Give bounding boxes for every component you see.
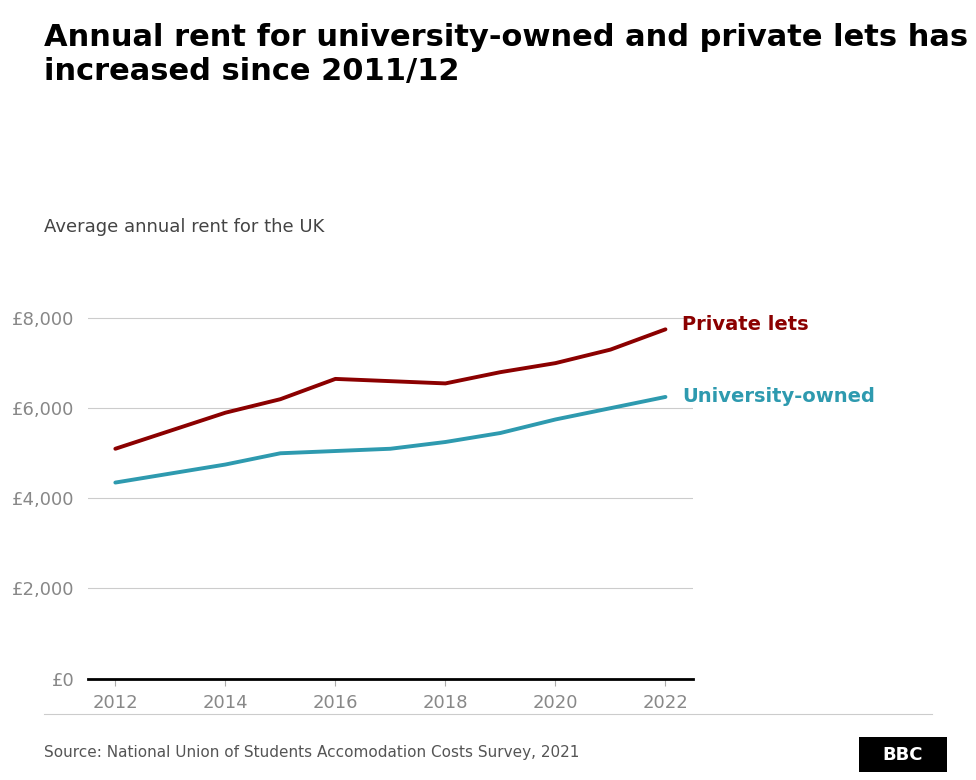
Text: Source: National Union of Students Accomodation Costs Survey, 2021: Source: National Union of Students Accom… — [44, 746, 580, 760]
Text: Average annual rent for the UK: Average annual rent for the UK — [44, 218, 324, 236]
Text: BBC: BBC — [882, 746, 923, 764]
Text: Annual rent for university-owned and private lets has
increased since 2011/12: Annual rent for university-owned and pri… — [44, 23, 968, 86]
Text: University-owned: University-owned — [682, 388, 874, 406]
Text: Private lets: Private lets — [682, 315, 808, 335]
